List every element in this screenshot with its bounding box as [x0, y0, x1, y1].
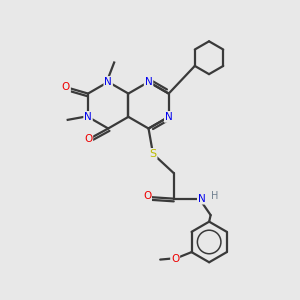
- Text: N: N: [145, 77, 152, 87]
- Text: N: N: [104, 77, 112, 87]
- Text: O: O: [62, 82, 70, 92]
- Text: O: O: [143, 191, 151, 201]
- Text: H: H: [211, 191, 218, 201]
- Text: S: S: [149, 149, 157, 159]
- Text: O: O: [171, 254, 179, 264]
- Text: O: O: [84, 134, 92, 144]
- Text: N: N: [165, 112, 172, 122]
- Text: N: N: [84, 112, 92, 122]
- Text: N: N: [198, 194, 206, 204]
